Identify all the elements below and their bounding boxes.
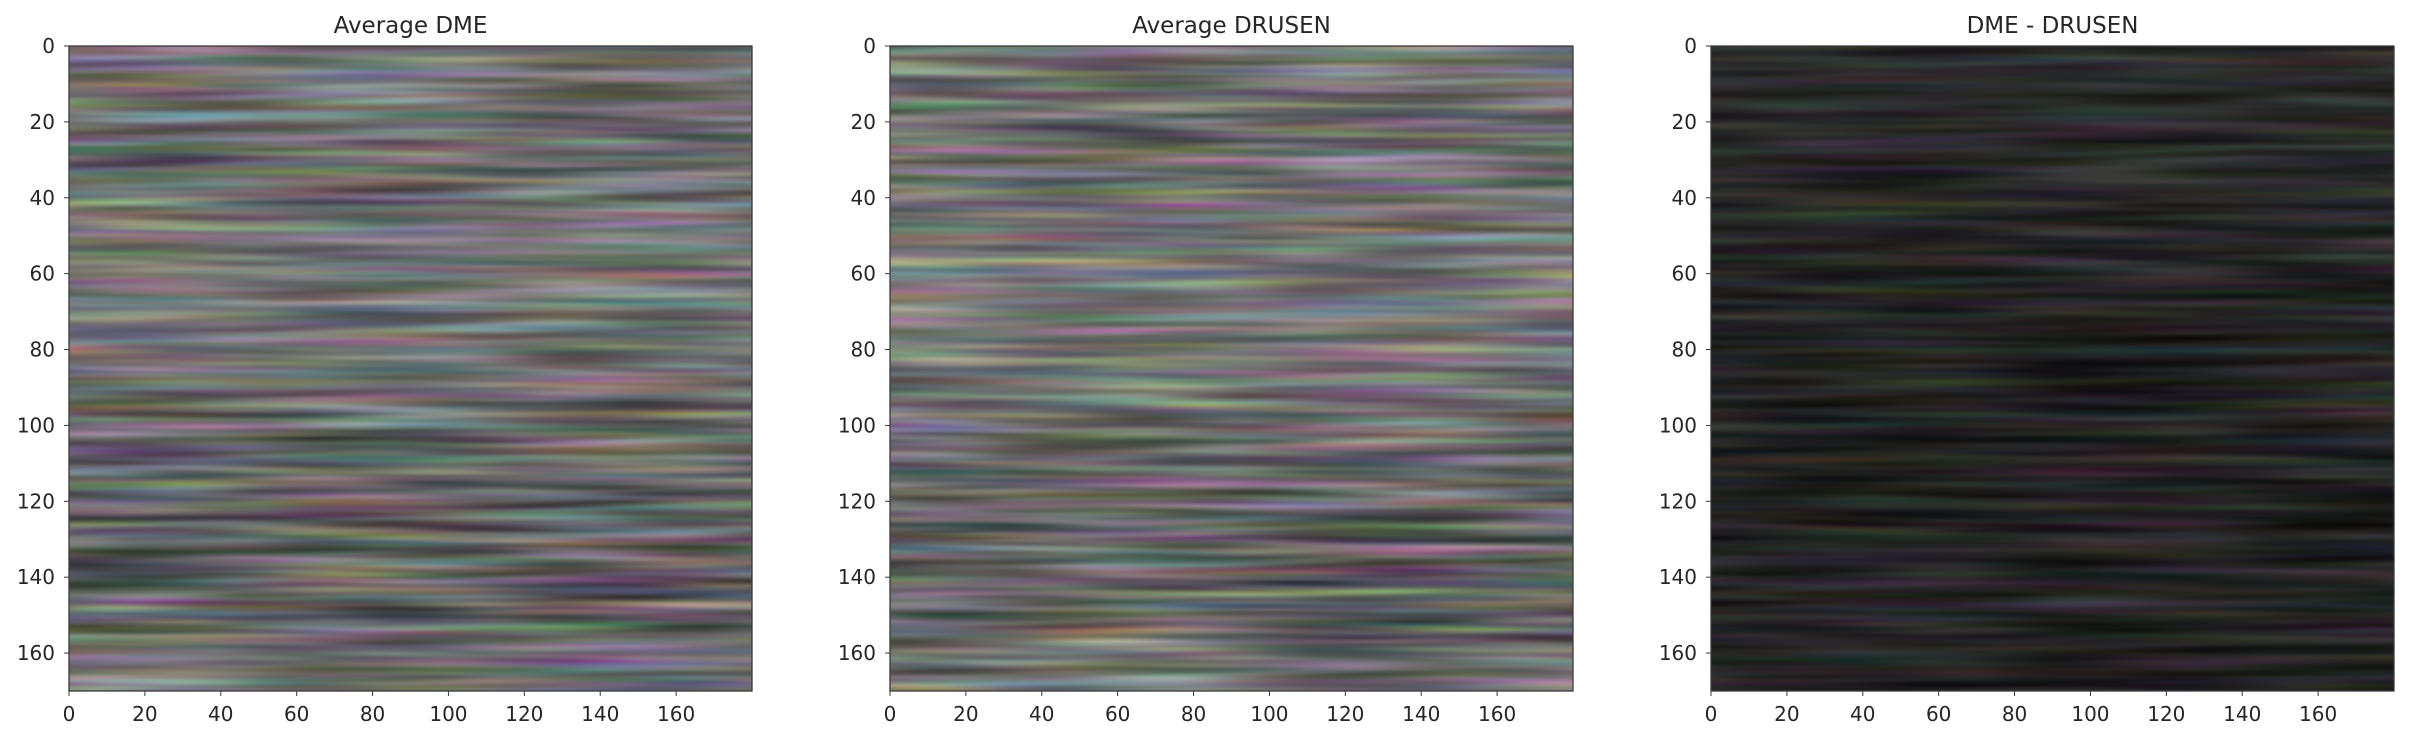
chart-title: DME - DRUSEN [1967, 13, 2139, 39]
y-tick-label: 60 [851, 262, 876, 286]
y-tick-label: 20 [1672, 110, 1697, 134]
x-tick-label: 40 [1029, 702, 1054, 726]
texture-overlay [69, 46, 752, 691]
x-tick-label: 80 [2002, 702, 2027, 726]
y-tick-label: 20 [851, 110, 876, 134]
axes-frame [68, 45, 753, 692]
y-tick-label: 80 [1672, 338, 1697, 362]
y-tick-label: 120 [838, 489, 876, 513]
x-tick-label: 40 [208, 702, 233, 726]
chart-title: Average DME [334, 13, 488, 39]
x-tick-label: 0 [1705, 702, 1718, 726]
x-tick-label: 160 [657, 702, 695, 726]
y-tick-label: 20 [30, 110, 55, 134]
x-tick-label: 140 [581, 702, 619, 726]
y-tick-label: 140 [838, 565, 876, 589]
x-tick-label: 80 [1181, 702, 1206, 726]
y-tick-label: 60 [30, 262, 55, 286]
chart-title: Average DRUSEN [1132, 13, 1331, 39]
y-tick-label: 40 [851, 186, 876, 210]
x-tick-label: 0 [63, 702, 76, 726]
x-tick-label: 100 [1250, 702, 1288, 726]
y-tick-label: 100 [838, 413, 876, 437]
y-tick-label: 140 [17, 565, 55, 589]
x-tick-label: 120 [2147, 702, 2185, 726]
y-tick-label: 120 [17, 489, 55, 513]
panel-2: Average DRUSEN 0 20 40 60 80 100 120 140 160 0 20 40… [838, 13, 1574, 726]
texture-overlay [890, 46, 1573, 691]
y-tick-label: 0 [42, 34, 55, 58]
panel-3: DME - DRUSEN 0 20 40 60 80 100 120 140 160 0 20 40 60… [1659, 13, 2395, 726]
y-tick-label: 160 [838, 641, 876, 665]
x-tick-label: 80 [360, 702, 385, 726]
x-tick-label: 120 [505, 702, 543, 726]
axes-frame [889, 45, 1574, 692]
x-tick-label: 20 [1774, 702, 1799, 726]
y-tick-label: 160 [1659, 641, 1697, 665]
x-tick-label: 120 [1326, 702, 1364, 726]
x-tick-label: 60 [1926, 702, 1951, 726]
x-tick-label: 20 [953, 702, 978, 726]
x-tick-label: 160 [2299, 702, 2337, 726]
y-tick-label: 0 [1684, 34, 1697, 58]
y-tick-label: 100 [1659, 413, 1697, 437]
x-tick-label: 140 [2223, 702, 2261, 726]
y-tick-label: 0 [863, 34, 876, 58]
y-tick-label: 100 [17, 413, 55, 437]
axes-frame [1710, 45, 2395, 692]
y-tick-label: 40 [1672, 186, 1697, 210]
x-tick-label: 60 [284, 702, 309, 726]
y-tick-label: 40 [30, 186, 55, 210]
x-tick-label: 160 [1478, 702, 1516, 726]
x-tick-label: 140 [1402, 702, 1440, 726]
y-tick-label: 120 [1659, 489, 1697, 513]
y-tick-label: 140 [1659, 565, 1697, 589]
y-tick-label: 160 [17, 641, 55, 665]
panel-1: Average DME 0 20 40 60 80 100 120 140 160 0 20 40 60 8… [17, 13, 753, 726]
x-tick-label: 100 [429, 702, 467, 726]
x-tick-label: 0 [884, 702, 897, 726]
x-tick-label: 60 [1105, 702, 1130, 726]
x-tick-label: 20 [132, 702, 157, 726]
y-tick-label: 80 [851, 338, 876, 362]
x-tick-label: 40 [1850, 702, 1875, 726]
x-tick-label: 100 [2071, 702, 2109, 726]
y-tick-label: 80 [30, 338, 55, 362]
texture-overlay [1711, 46, 2394, 691]
y-tick-label: 60 [1672, 262, 1697, 286]
